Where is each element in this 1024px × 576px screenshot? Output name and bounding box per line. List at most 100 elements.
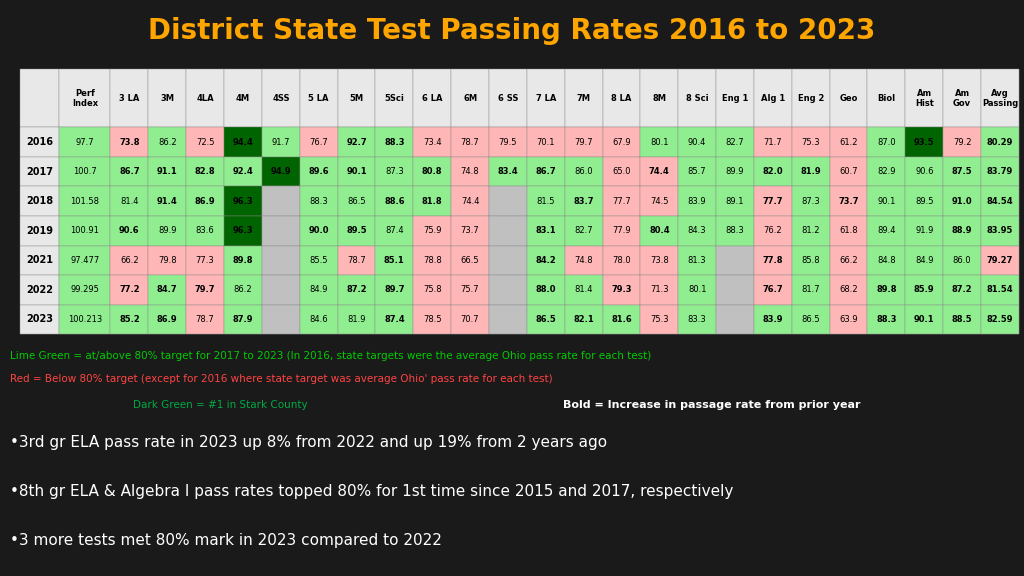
Bar: [376, 245, 414, 275]
Text: 71.7: 71.7: [764, 138, 782, 147]
Bar: [792, 305, 829, 334]
Bar: [186, 216, 224, 245]
Bar: [981, 187, 1019, 216]
Bar: [59, 187, 111, 216]
Text: Eng 2: Eng 2: [798, 94, 824, 103]
Text: 86.7: 86.7: [119, 167, 139, 176]
Bar: [564, 245, 602, 275]
Bar: [262, 275, 300, 305]
Bar: [224, 187, 262, 216]
Bar: [678, 216, 716, 245]
Bar: [148, 187, 186, 216]
Text: 89.9: 89.9: [726, 167, 744, 176]
Text: 97.477: 97.477: [71, 256, 99, 265]
Bar: [867, 127, 905, 157]
Bar: [186, 69, 224, 127]
Text: 79.7: 79.7: [195, 285, 215, 294]
Bar: [905, 275, 943, 305]
Text: 4LA: 4LA: [197, 94, 214, 103]
Text: 86.2: 86.2: [233, 285, 252, 294]
Bar: [754, 157, 792, 187]
Text: 82.0: 82.0: [763, 167, 783, 176]
Bar: [981, 127, 1019, 157]
Text: 6 SS: 6 SS: [498, 94, 518, 103]
Bar: [829, 187, 867, 216]
Bar: [754, 69, 792, 127]
Text: 84.2: 84.2: [536, 256, 556, 265]
Text: 89.9: 89.9: [158, 226, 176, 235]
Bar: [792, 187, 829, 216]
Text: 88.3: 88.3: [384, 138, 404, 147]
Bar: [716, 69, 754, 127]
Text: 79.2: 79.2: [953, 138, 972, 147]
Bar: [943, 127, 981, 157]
Text: 84.8: 84.8: [878, 256, 896, 265]
Bar: [111, 187, 148, 216]
Text: 83.1: 83.1: [536, 226, 556, 235]
Bar: [678, 245, 716, 275]
Text: 78.8: 78.8: [423, 256, 441, 265]
Bar: [148, 245, 186, 275]
Text: 87.3: 87.3: [802, 197, 820, 206]
Bar: [981, 69, 1019, 127]
Bar: [59, 245, 111, 275]
Text: 88.3: 88.3: [309, 197, 328, 206]
Text: 80.1: 80.1: [650, 138, 669, 147]
Text: 79.3: 79.3: [611, 285, 632, 294]
Bar: [792, 127, 829, 157]
Text: Lime Green = at/above 80% target for 2017 to 2023 (In 2016, state targets were t: Lime Green = at/above 80% target for 201…: [10, 351, 651, 361]
Bar: [414, 187, 452, 216]
Bar: [300, 245, 338, 275]
Bar: [148, 216, 186, 245]
Text: 71.3: 71.3: [650, 285, 669, 294]
Bar: [792, 216, 829, 245]
Text: 90.4: 90.4: [688, 138, 707, 147]
Text: 68.2: 68.2: [840, 285, 858, 294]
Bar: [338, 187, 376, 216]
Bar: [452, 187, 489, 216]
Bar: [489, 275, 526, 305]
Text: 86.9: 86.9: [157, 315, 177, 324]
Bar: [59, 216, 111, 245]
Text: 88.3: 88.3: [877, 315, 897, 324]
Text: 87.5: 87.5: [951, 167, 973, 176]
Text: 96.3: 96.3: [232, 226, 253, 235]
Bar: [526, 216, 564, 245]
Text: 77.2: 77.2: [119, 285, 139, 294]
Bar: [754, 275, 792, 305]
Text: 66.5: 66.5: [461, 256, 479, 265]
Text: 83.7: 83.7: [573, 197, 594, 206]
Text: 73.7: 73.7: [461, 226, 479, 235]
Text: 2016: 2016: [27, 137, 53, 147]
Bar: [640, 157, 678, 187]
Text: 78.0: 78.0: [612, 256, 631, 265]
Text: 2023: 2023: [27, 314, 53, 324]
Text: 2017: 2017: [27, 166, 53, 177]
Bar: [867, 69, 905, 127]
Text: 80.4: 80.4: [649, 226, 670, 235]
Bar: [678, 157, 716, 187]
Bar: [20, 216, 59, 245]
Bar: [602, 245, 640, 275]
Text: 81.7: 81.7: [802, 285, 820, 294]
Bar: [111, 245, 148, 275]
Bar: [111, 275, 148, 305]
Bar: [414, 127, 452, 157]
Bar: [754, 187, 792, 216]
Text: 86.2: 86.2: [158, 138, 176, 147]
Text: 3 LA: 3 LA: [119, 94, 139, 103]
Bar: [20, 69, 59, 127]
Text: Eng 1: Eng 1: [722, 94, 749, 103]
Bar: [20, 275, 59, 305]
Bar: [489, 157, 526, 187]
Text: 83.9: 83.9: [688, 197, 707, 206]
Bar: [716, 305, 754, 334]
Bar: [300, 187, 338, 216]
Bar: [300, 157, 338, 187]
Text: 99.295: 99.295: [71, 285, 99, 294]
Bar: [262, 187, 300, 216]
Text: 89.1: 89.1: [726, 197, 744, 206]
Text: 85.1: 85.1: [384, 256, 404, 265]
Text: Dark Green = #1 in Stark County: Dark Green = #1 in Stark County: [133, 400, 308, 410]
Text: 100.91: 100.91: [71, 226, 99, 235]
